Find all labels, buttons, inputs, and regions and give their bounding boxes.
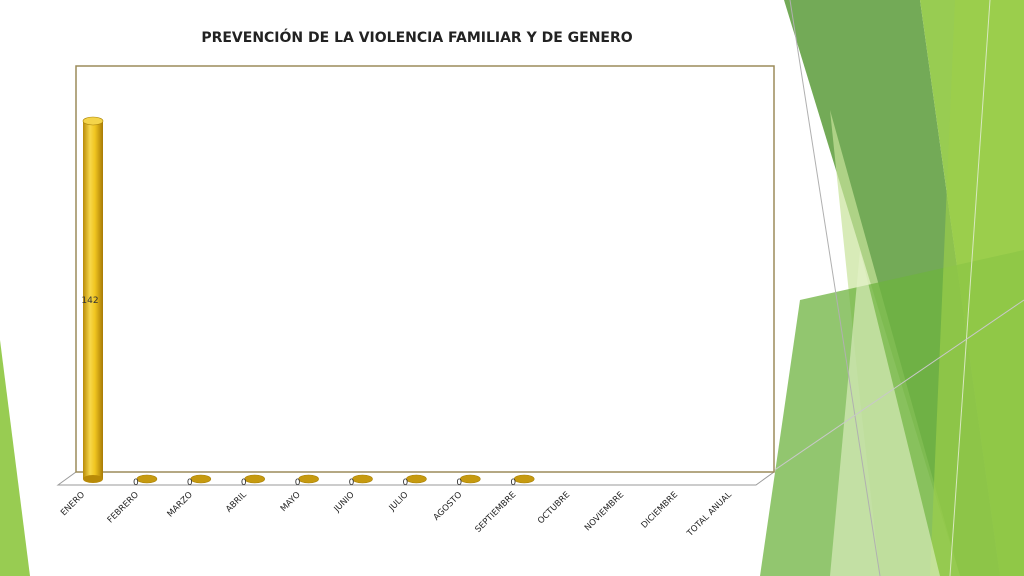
data-label-julio: 0 — [403, 478, 409, 488]
bar-septiembre — [513, 474, 535, 484]
x-axis-tick-labels: ENERO FEBRERO MARZO ABRIL MAYO JUNIO JULIO AGOS… — [59, 490, 734, 539]
x-tick-diciembre: DICIEMBRE — [639, 490, 680, 531]
x-tick-enero: ENERO — [59, 490, 87, 518]
x-tick-septiembre: SEPTIEMBRE — [473, 490, 518, 535]
chart-title: PREVENCIÓN DE LA VIOLENCIA FAMILIAR Y DE… — [201, 30, 633, 46]
bar-marzo — [190, 474, 212, 484]
bar-series — [82, 116, 535, 484]
bar-julio — [406, 474, 427, 484]
x-tick-agosto: AGOSTO — [432, 490, 465, 523]
x-tick-marzo: MARZO — [166, 490, 196, 520]
bar-enero — [82, 116, 104, 483]
plot-area — [56, 65, 776, 486]
data-label-mayo: 0 — [295, 478, 301, 488]
data-label-abril: 0 — [241, 478, 247, 488]
x-tick-febrero: FEBRERO — [106, 490, 142, 526]
data-labels: 142 0 0 0 0 0 0 0 0 — [81, 296, 516, 488]
x-tick-abril: ABRIL — [224, 490, 249, 515]
data-label-marzo: 0 — [187, 478, 193, 488]
data-label-septiembre: 0 — [510, 478, 516, 488]
x-tick-julio: JULIO — [387, 490, 411, 514]
bar-agosto — [459, 474, 481, 484]
data-label-febrero: 0 — [133, 478, 139, 488]
bar-mayo — [298, 474, 319, 484]
x-tick-noviembre: NOVIEMBRE — [583, 490, 626, 533]
x-tick-octubre: OCTUBRE — [536, 490, 572, 526]
data-label-enero: 142 — [81, 296, 98, 306]
x-tick-junio: JUNIO — [332, 490, 357, 515]
x-tick-total-anual: TOTAL ANUAL — [685, 490, 734, 539]
bar-junio — [352, 474, 373, 484]
bar-febrero — [136, 474, 158, 484]
data-label-junio: 0 — [349, 478, 355, 488]
x-tick-mayo: MAYO — [279, 490, 303, 514]
data-label-agosto: 0 — [456, 478, 462, 488]
bar-abril — [244, 474, 265, 484]
